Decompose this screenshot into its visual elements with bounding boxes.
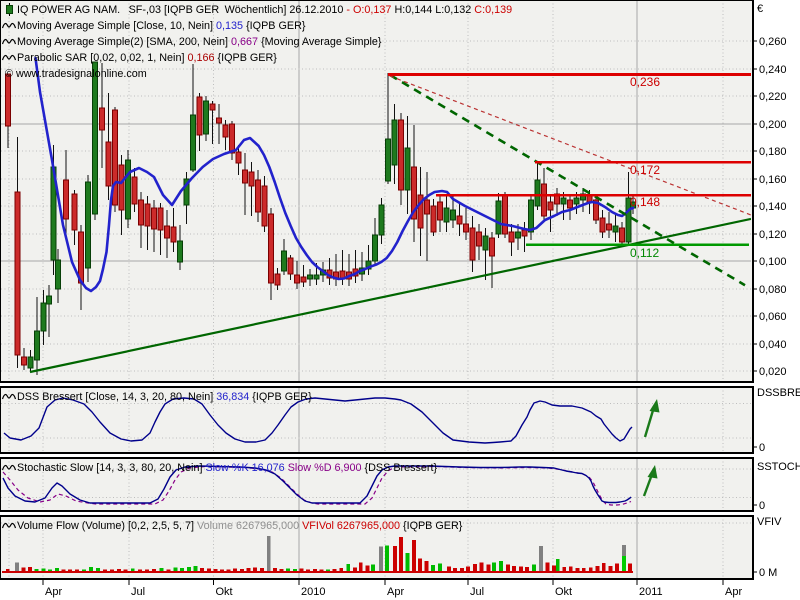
svg-text:Jul: Jul xyxy=(470,586,484,598)
svg-text:0,140: 0,140 xyxy=(759,201,787,213)
svg-text:0,120: 0,120 xyxy=(759,229,787,241)
svg-text:0,100: 0,100 xyxy=(759,256,787,268)
svg-text:2010: 2010 xyxy=(301,586,325,598)
svg-text:DSS Bressert [Close, 14, 3, 20: DSS Bressert [Close, 14, 3, 20, 80, Nein… xyxy=(17,391,312,403)
svg-text:0,112: 0,112 xyxy=(630,246,659,260)
svg-text:IQ POWER AG NAM. SF-,03 [IQPB: IQ POWER AG NAM. SF-,03 [IQPB GER Wöchen… xyxy=(17,4,512,16)
svg-text:0,236: 0,236 xyxy=(630,75,660,89)
svg-text:0,040: 0,040 xyxy=(759,339,787,351)
svg-text:0,080: 0,080 xyxy=(759,284,787,296)
svg-text:0,180: 0,180 xyxy=(759,146,787,158)
svg-text:Moving Average Simple(2) [SMA,: Moving Average Simple(2) [SMA, 200, Nein… xyxy=(17,36,382,48)
svg-text:0,220: 0,220 xyxy=(759,91,787,103)
svg-text:0,160: 0,160 xyxy=(759,174,787,186)
svg-text:Apr: Apr xyxy=(387,586,404,598)
svg-text:Moving Average Simple [Close,: Moving Average Simple [Close, 10, Nein] … xyxy=(17,20,306,32)
svg-text:Okt: Okt xyxy=(216,586,233,598)
svg-text:Okt: Okt xyxy=(555,586,572,598)
svg-text:0,020: 0,020 xyxy=(759,366,787,378)
svg-text:0: 0 xyxy=(759,500,765,512)
svg-text:0 M: 0 M xyxy=(759,567,777,579)
svg-text:© www.tradesignalonline.com: © www.tradesignalonline.com xyxy=(5,68,147,80)
svg-text:0: 0 xyxy=(759,442,765,454)
svg-text:VFIV: VFIV xyxy=(757,516,782,528)
svg-text:Apr: Apr xyxy=(45,586,62,598)
svg-text:DSSBRE: DSSBRE xyxy=(757,387,800,399)
svg-text:SSTOCH: SSTOCH xyxy=(757,461,800,473)
svg-text:2011: 2011 xyxy=(639,586,663,598)
svg-text:0,260: 0,260 xyxy=(759,36,787,48)
svg-text:€: € xyxy=(757,3,763,15)
svg-text:0,200: 0,200 xyxy=(759,119,787,131)
svg-text:0,060: 0,060 xyxy=(759,311,787,323)
svg-text:Parabolic SAR [0,02, 0,02, 1,: Parabolic SAR [0,02, 0,02, 1, Nein] 0,16… xyxy=(17,52,277,64)
svg-text:Apr: Apr xyxy=(725,586,742,598)
svg-text:0,148: 0,148 xyxy=(630,195,660,209)
svg-text:0,240: 0,240 xyxy=(759,64,787,76)
svg-text:Volume Flow (Volume) [0,2, 2,5: Volume Flow (Volume) [0,2, 2,5, 5, 7] Vo… xyxy=(17,520,463,532)
svg-text:Stochastic Slow [14, 3, 3, 80,: Stochastic Slow [14, 3, 3, 80, 20, Nein]… xyxy=(17,462,438,474)
svg-text:Jul: Jul xyxy=(131,586,145,598)
svg-text:0,172: 0,172 xyxy=(630,163,660,177)
